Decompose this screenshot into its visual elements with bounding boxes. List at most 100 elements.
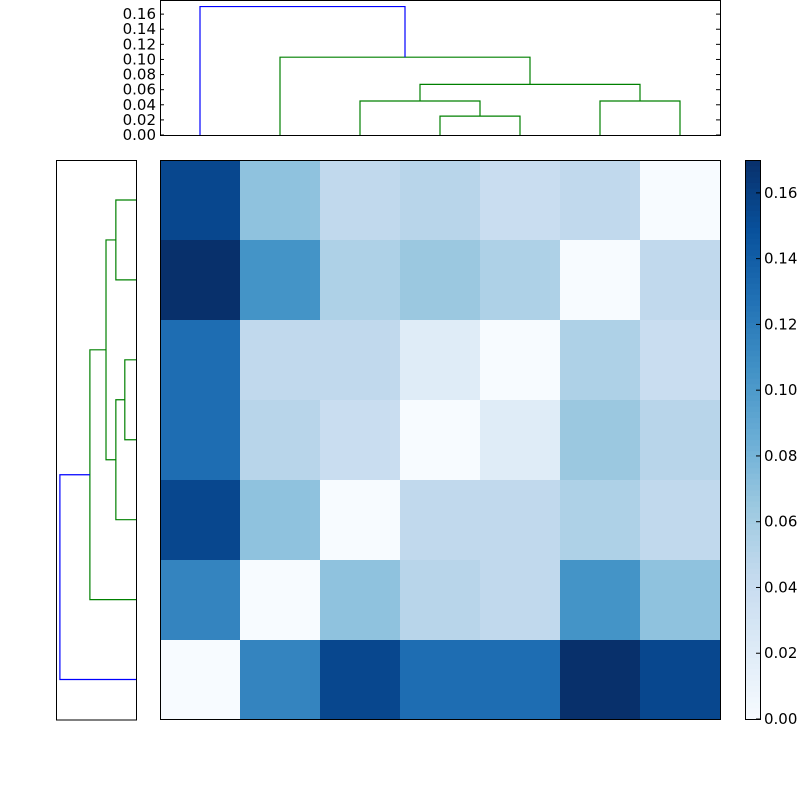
colorbar-segment bbox=[745, 394, 760, 401]
colorbar-segment bbox=[745, 310, 760, 318]
colorbar-segment bbox=[745, 590, 760, 597]
colorbar-segment bbox=[745, 618, 760, 625]
colorbar-segment bbox=[745, 288, 760, 295]
colorbar-segment bbox=[745, 456, 760, 463]
top-dendrogram: 0.000.020.040.060.080.100.120.140.16 bbox=[123, 0, 721, 144]
dendrogram-link bbox=[279, 56, 531, 135]
heatmap-cell bbox=[400, 640, 480, 720]
axes-frame bbox=[56, 160, 137, 721]
heatmap-cell bbox=[640, 240, 720, 320]
colorbar: 0.00 0.02 0.04 0.06 0.08 0.10 0.12 0.14 0.16 bbox=[745, 160, 797, 728]
colorbar-segment bbox=[745, 305, 760, 312]
dendrogram-link bbox=[89, 349, 136, 601]
dendrogram-link bbox=[439, 115, 521, 135]
colorbar-segment bbox=[745, 299, 760, 306]
colorbar-segment bbox=[745, 417, 760, 424]
heatmap-cell bbox=[640, 640, 720, 720]
y-tick-label: 0.02 bbox=[123, 111, 156, 129]
heatmap-cell bbox=[400, 160, 480, 240]
colorbar-segment bbox=[745, 439, 760, 446]
colorbar-segment bbox=[745, 545, 760, 552]
heatmap-cell bbox=[640, 480, 720, 560]
heatmap-cell bbox=[320, 320, 400, 400]
colorbar-segment bbox=[745, 707, 760, 715]
colorbar-segment bbox=[745, 294, 760, 301]
colorbar-segment bbox=[745, 344, 760, 351]
colorbar-segment bbox=[745, 573, 760, 580]
colorbar-segment bbox=[745, 199, 760, 206]
colorbar-tick-label: 0.12 bbox=[764, 315, 797, 333]
colorbar-segment bbox=[745, 215, 760, 223]
colorbar-segment bbox=[745, 568, 760, 575]
colorbar-segment bbox=[745, 383, 760, 390]
axes-frame bbox=[160, 0, 721, 136]
colorbar-segment bbox=[745, 182, 760, 189]
colorbar-segment bbox=[745, 193, 760, 200]
colorbar-segment bbox=[745, 601, 760, 608]
colorbar-segment bbox=[745, 584, 760, 592]
colorbar-segment bbox=[745, 422, 760, 429]
heatmap-cell bbox=[320, 480, 400, 560]
colorbar-segment bbox=[745, 685, 760, 692]
dendrogram-link bbox=[124, 359, 136, 441]
dendrogram-link bbox=[419, 83, 641, 102]
colorbar-segment bbox=[745, 596, 760, 603]
colorbar-segment bbox=[745, 450, 760, 457]
y-tick-label: 0.14 bbox=[123, 20, 156, 38]
dendrogram-link bbox=[105, 239, 116, 461]
heatmap-cell bbox=[160, 240, 240, 320]
heatmap-cell bbox=[240, 480, 320, 560]
colorbar-segment bbox=[745, 232, 760, 239]
heatmap-cell bbox=[560, 400, 640, 480]
colorbar-segment bbox=[745, 249, 760, 256]
colorbar-segment bbox=[745, 467, 760, 474]
colorbar-segment bbox=[745, 204, 760, 211]
colorbar-segment bbox=[745, 160, 760, 167]
colorbar-segment bbox=[745, 445, 760, 452]
heatmap-cell bbox=[160, 560, 240, 640]
colorbar-segment bbox=[745, 679, 760, 687]
colorbar-segment bbox=[745, 607, 760, 614]
heatmap-cell bbox=[480, 240, 560, 320]
dendrogram-link bbox=[199, 5, 406, 135]
y-tick-label: 0.06 bbox=[123, 81, 156, 99]
heatmap-cell bbox=[320, 400, 400, 480]
colorbar-segment bbox=[745, 238, 760, 245]
heatmap-cell bbox=[560, 560, 640, 640]
colorbar-frame bbox=[745, 160, 761, 720]
colorbar-segment bbox=[745, 674, 760, 681]
colorbar-segment bbox=[745, 271, 760, 278]
heatmap-cell bbox=[240, 400, 320, 480]
heatmap-cell bbox=[160, 400, 240, 480]
colorbar-segment bbox=[745, 400, 760, 407]
y-tick-label: 0.10 bbox=[123, 50, 156, 68]
colorbar-segment bbox=[745, 260, 760, 267]
colorbar-segment bbox=[745, 562, 760, 569]
colorbar-tick-label: 0.04 bbox=[764, 578, 797, 596]
heatmap-cell bbox=[320, 560, 400, 640]
colorbar-segment bbox=[745, 506, 760, 513]
heatmap-cell bbox=[240, 160, 320, 240]
heatmap-cell bbox=[400, 400, 480, 480]
heatmap-cell bbox=[560, 240, 640, 320]
heatmap-cell bbox=[320, 640, 400, 720]
colorbar-segment bbox=[745, 171, 760, 178]
colorbar-segment bbox=[745, 473, 760, 480]
colorbar-segment bbox=[745, 227, 760, 234]
heatmap-cell bbox=[480, 160, 560, 240]
colorbar-segment bbox=[745, 612, 760, 619]
colorbar-segment bbox=[745, 461, 760, 469]
axes-frame bbox=[160, 160, 721, 720]
y-tick-label: 0.00 bbox=[123, 126, 156, 144]
colorbar-segment bbox=[745, 657, 760, 664]
heatmap-cell bbox=[560, 480, 640, 560]
heatmap-cell bbox=[400, 480, 480, 560]
colorbar-segment bbox=[745, 696, 760, 703]
heatmap-cell bbox=[240, 560, 320, 640]
colorbar-segment bbox=[745, 266, 760, 273]
colorbar-segment bbox=[745, 322, 760, 329]
y-tick-label: 0.04 bbox=[123, 96, 156, 114]
colorbar-segment bbox=[745, 691, 760, 698]
colorbar-segment bbox=[745, 663, 760, 670]
